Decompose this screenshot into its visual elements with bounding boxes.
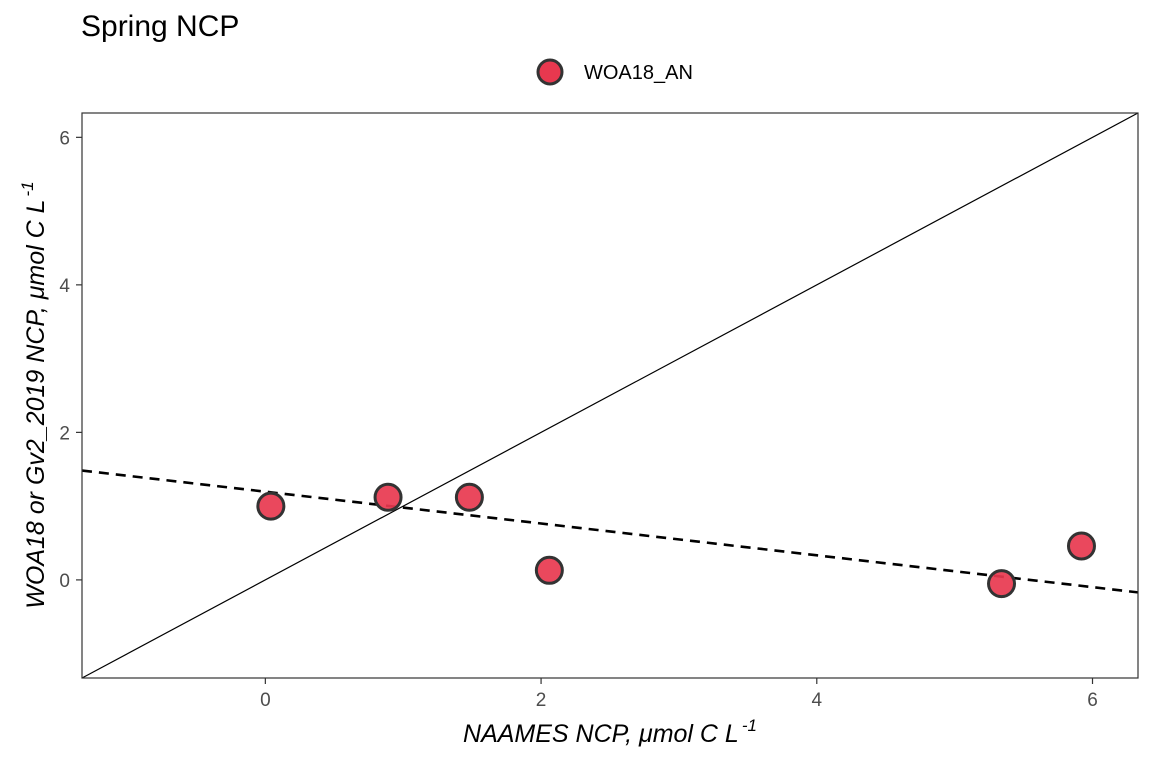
x-axis-title-text: NAAMES NCP, μmol C L	[463, 720, 739, 748]
legend: WOA18_AN	[536, 58, 693, 86]
data-point	[987, 569, 1017, 599]
x-tick-label: 6	[1087, 690, 1098, 711]
data-point	[256, 491, 286, 521]
data-point	[454, 482, 484, 512]
y-tick-label: 4	[59, 276, 70, 297]
x-axis-title: NAAMES NCP, μmol C L -1	[463, 716, 757, 748]
regression-line	[82, 469, 1138, 594]
y-axis-title: WOA18 or Gv2_2019 NCP, μmol C L -1	[18, 181, 50, 608]
plot-area	[82, 113, 1138, 678]
one-to-one-line	[82, 113, 1138, 678]
y-axis-title-text: WOA18 or Gv2_2019 NCP, μmol C L	[22, 199, 50, 608]
plot-panel-border	[81, 112, 1139, 679]
data-point	[534, 555, 564, 585]
x-tick-label: 4	[811, 690, 822, 711]
y-tick-label: 2	[59, 423, 70, 444]
x-tick-label: 2	[536, 690, 547, 711]
y-tick-label: 6	[59, 128, 70, 149]
x-tick-label: 0	[260, 690, 271, 711]
y-axis: 0 2 4 6	[59, 128, 82, 592]
data-point	[1066, 531, 1096, 561]
legend-marker	[536, 58, 564, 86]
data-point	[373, 482, 403, 512]
x-axis: 0 2 4 6	[260, 678, 1098, 711]
y-tick-label: 0	[59, 571, 70, 592]
legend-label: WOA18_AN	[584, 62, 693, 84]
x-axis-title-exponent: -1	[742, 716, 757, 735]
chart-title: Spring NCP	[81, 10, 239, 43]
y-axis-title-exponent: -1	[18, 181, 37, 196]
